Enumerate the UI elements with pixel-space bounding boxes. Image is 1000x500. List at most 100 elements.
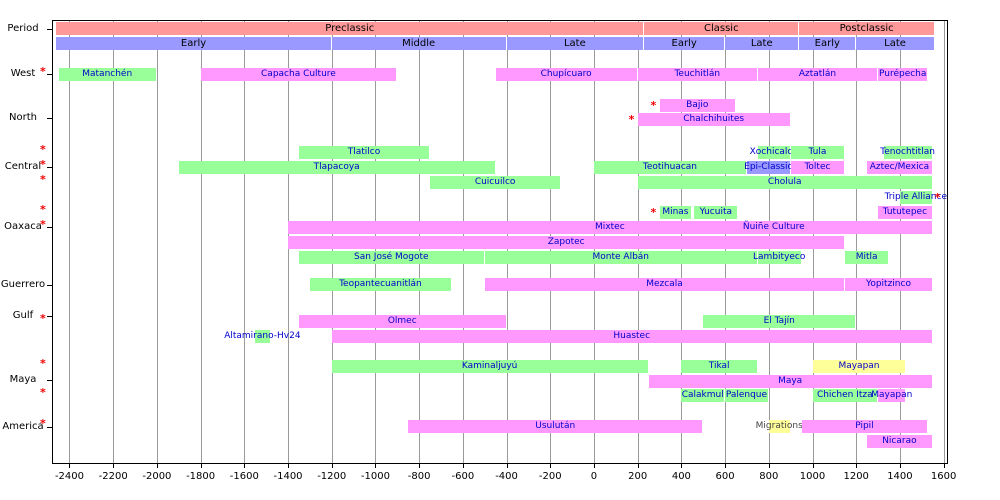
timeline-bar-yucuita[interactable]: Yucuita: [694, 206, 738, 219]
row-axis-tick-north: [47, 118, 53, 119]
timeline-bar-tenochtitlan[interactable]: Tenochtitlan: [880, 146, 935, 159]
timeline-bar-cuicuilco[interactable]: Cuicuilco: [430, 176, 561, 189]
timeline-bar-usulutan[interactable]: Usulután: [408, 420, 703, 433]
axis-tick-label-1400: 1400: [887, 471, 913, 482]
timeline-bar-calakmul[interactable]: Calakmul: [681, 389, 725, 402]
triple-alliance-asterisk: *: [934, 191, 941, 204]
row-axis-tick-period: [47, 29, 53, 30]
axis-tick--1400: [288, 464, 290, 468]
axis-tick-label--2400: -2400: [54, 471, 84, 482]
timeline-bar-bajio[interactable]: Bajio: [659, 99, 736, 112]
axis-tick--1200: [331, 464, 333, 468]
timeline-bar-aztatlan[interactable]: Aztatlán: [757, 68, 878, 81]
timeline-bar-nuine-culture[interactable]: Ñuiñe Culture: [742, 222, 805, 232]
timeline-bar-mitla[interactable]: Mitla: [845, 251, 888, 264]
timeline-bar-late: Late: [506, 37, 644, 50]
timeline-bar-maya[interactable]: Maya: [648, 375, 932, 388]
timeline-bar-monte-alban[interactable]: Monte Albán: [484, 251, 757, 264]
timeline-bar-yopitzinco[interactable]: Yopitzinco: [845, 278, 932, 291]
timeline-bar-minas[interactable]: Minas: [659, 206, 692, 219]
lane-maya-asterisk: *: [40, 357, 46, 370]
row-label-gulf: Gulf: [12, 310, 34, 321]
row-axis-tick-america: [47, 427, 53, 428]
axis-tick-label-1000: 1000: [799, 471, 826, 482]
axis-tick-800: [768, 464, 770, 468]
timeline-bar-teopantecuanitlan[interactable]: Teopantecuanitlán: [309, 278, 451, 291]
timeline-bar-kaminaljuyu[interactable]: Kaminaljuyú: [331, 360, 648, 373]
timeline-bar-early: Early: [799, 37, 856, 50]
timeline-bar-toltec[interactable]: Toltec: [790, 161, 845, 174]
timeline-bar-el-tajin[interactable]: El Tajín: [703, 315, 856, 328]
timeline-bar-cholula[interactable]: Cholula: [637, 176, 932, 189]
axis-tick--2400: [69, 464, 71, 468]
axis-tick-1200: [856, 464, 858, 468]
timeline-bar-xochicalco[interactable]: Xochicalco: [749, 146, 798, 159]
timeline-bar-triple-alliance[interactable]: Triple Alliance: [884, 191, 947, 204]
axis-tick--600: [462, 464, 464, 468]
timeline-bar-tututepec[interactable]: Tututepec: [878, 206, 932, 219]
timeline-bar-tlatilco[interactable]: Tlatilco: [298, 146, 430, 159]
axis-tick-label-200: 200: [628, 471, 648, 482]
row-axis-tick-west: [47, 74, 53, 75]
timeline-bar-zapotec[interactable]: Zapotec: [288, 236, 845, 249]
timeline-bar-epi-classic[interactable]: Epi-Classic: [744, 161, 793, 174]
axis-tick-label--1000: -1000: [360, 471, 390, 482]
lane-oaxaca-asterisk: *: [40, 218, 46, 231]
timeline-bar-nicarao[interactable]: Nicarao: [867, 435, 932, 448]
axis-tick--800: [419, 464, 421, 468]
timeline-bar-lambityeco[interactable]: Lambityeco: [753, 251, 806, 264]
axis-tick-label--600: -600: [451, 471, 475, 482]
timeline-bar-palenque[interactable]: Palenque: [725, 389, 768, 402]
lane-central-asterisk: *: [40, 173, 46, 186]
timeline-bar-migrations: Migrations: [755, 420, 803, 433]
axis-tick-0: [593, 464, 595, 468]
timeline-bar-huastec[interactable]: Huastec: [331, 330, 932, 343]
timeline-bar-chalchihuites[interactable]: Chalchihuites: [637, 113, 790, 126]
gridline--2000: [156, 21, 158, 463]
timeline-bar-mayapan[interactable]: Mayapan: [871, 389, 913, 402]
gridline--1600: [244, 21, 246, 463]
chalchihuites-asterisk: *: [628, 113, 635, 126]
axis-tick-label--800: -800: [407, 471, 431, 482]
row-label-maya: Maya: [9, 374, 37, 385]
lane-gulf-asterisk: *: [40, 312, 46, 325]
timeline-bar-pipil[interactable]: Pipil: [801, 420, 928, 433]
timeline-bar-postclassic: Postclassic: [799, 22, 934, 35]
timeline-bar-aztec-mexica[interactable]: Aztec/Mexica: [867, 161, 932, 174]
timeline-bar-tlapacoya[interactable]: Tlapacoya: [178, 161, 495, 174]
axis-tick-label-400: 400: [671, 471, 691, 482]
timeline-bar-capacha-culture[interactable]: Capacha Culture: [200, 68, 397, 81]
timeline-bar-altamirano-hv24[interactable]: Altamirano-Hv24: [224, 330, 301, 343]
axis-tick-label--1200: -1200: [317, 471, 347, 482]
axis-tick--200: [550, 464, 552, 468]
timeline-bar-chupicuaro[interactable]: Chupícuaro: [495, 68, 637, 81]
axis-tick-1400: [899, 464, 901, 468]
timeline-bar-tikal[interactable]: Tikal: [681, 360, 757, 373]
axis-tick-label-600: 600: [715, 471, 735, 482]
timeline-bar-matanchen[interactable]: Matanchén: [58, 68, 156, 81]
timeline-bar-olmec[interactable]: Olmec: [298, 315, 506, 328]
gridline-1200: [856, 21, 858, 463]
row-axis-tick-maya: [47, 380, 53, 381]
timeline-bar-late: Late: [856, 37, 934, 50]
timeline-bar-teuchitlan[interactable]: Teuchitlán: [637, 68, 757, 81]
row-axis-tick-central: [47, 167, 53, 168]
timeline-bar-purepecha[interactable]: Purépecha: [878, 68, 928, 81]
axis-tick-400: [681, 464, 683, 468]
timeline-bar-mayapan[interactable]: Mayapan: [812, 360, 906, 373]
timeline-bar-classic: Classic: [644, 22, 799, 35]
gridline--1800: [200, 21, 202, 463]
axis-tick--2200: [113, 464, 115, 468]
gridline--2200: [113, 21, 115, 463]
timeline-bar-mixtec[interactable]: Mixtec: [288, 221, 932, 234]
timeline-bar-teotihuacan[interactable]: Teotihuacan: [593, 161, 746, 174]
axis-tick--2000: [156, 464, 158, 468]
timeline-bar-san-jose-mogote[interactable]: San José Mogote: [298, 251, 484, 264]
row-label-guerrero: Guerrero: [0, 279, 46, 290]
timeline-bar-chichen-itza[interactable]: Chichen Itza: [812, 389, 878, 402]
axis-tick-label-1600: 1600: [930, 471, 957, 482]
timeline-bar-mezcala[interactable]: Mezcala: [484, 278, 845, 291]
minas-asterisk: *: [650, 206, 657, 219]
timeline-bar-tula[interactable]: Tula: [790, 146, 845, 159]
